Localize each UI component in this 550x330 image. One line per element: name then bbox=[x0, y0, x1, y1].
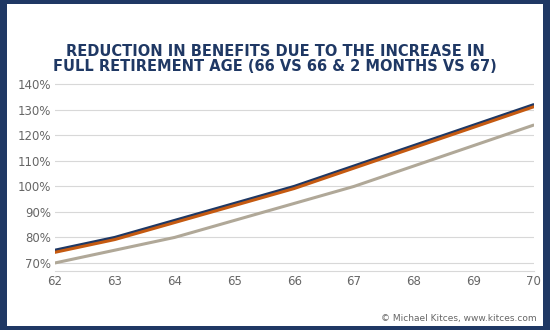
Text: FULL RETIREMENT AGE (66 VS 66 & 2 MONTHS VS 67): FULL RETIREMENT AGE (66 VS 66 & 2 MONTHS… bbox=[53, 59, 497, 74]
Text: REDUCTION IN BENEFITS DUE TO THE INCREASE IN: REDUCTION IN BENEFITS DUE TO THE INCREAS… bbox=[65, 45, 485, 59]
Text: © Michael Kitces, www.kitces.com: © Michael Kitces, www.kitces.com bbox=[381, 314, 536, 323]
